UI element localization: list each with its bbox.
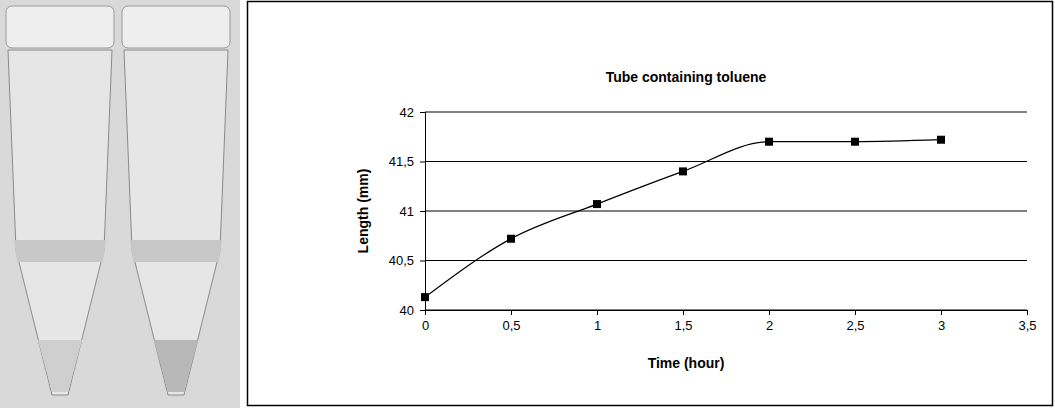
y-tick-label: 40,5: [389, 253, 414, 268]
tube-cap: [6, 6, 114, 48]
x-tick: 2,5: [846, 310, 864, 333]
x-tick-label: 2: [766, 318, 773, 333]
y-axis-line: [420, 113, 426, 311]
y-tick-mark: [420, 112, 425, 113]
liquid-layer: [130, 240, 222, 262]
y-tick-mark: [420, 211, 425, 212]
x-tick: 0: [422, 310, 429, 333]
data-line: [425, 140, 941, 297]
y-axis-title: Length (mm): [355, 169, 371, 254]
tube-body: [124, 50, 228, 395]
x-tick: 1: [594, 310, 601, 333]
tube: [6, 6, 114, 395]
y-tick-label: 42: [400, 105, 414, 120]
data-point: [765, 138, 773, 146]
y-tick: 40: [400, 303, 425, 318]
title: Tube containing toluene: [606, 69, 767, 85]
grid-line: [425, 112, 1027, 113]
y-tick: 42: [400, 105, 425, 120]
y-tick-label: 41,5: [389, 154, 414, 169]
data-point: [507, 235, 515, 243]
x-tick-label: 1,5: [674, 318, 692, 333]
x-tick-mark: [769, 310, 770, 315]
x-tick-mark: [511, 310, 512, 315]
data-point: [937, 136, 945, 144]
data-point: [679, 167, 687, 175]
x-tick: 3: [938, 310, 945, 333]
x-tick-label: 2,5: [846, 318, 864, 333]
x-tick-mark: [597, 310, 598, 315]
y-tick-label: 40: [400, 303, 414, 318]
tube-body: [8, 50, 112, 395]
grid-line: [425, 211, 1027, 212]
y-tick: 40,5: [389, 253, 425, 268]
grid: [425, 112, 1027, 310]
liquid-bottom: [38, 340, 82, 392]
y-tick: 41,5: [389, 154, 425, 169]
x-tick: 0,5: [502, 310, 520, 333]
x-tick-label: 0,5: [502, 318, 520, 333]
plot-area: [421, 136, 945, 301]
x-tick-mark: [941, 310, 942, 315]
y-tick-label: 41: [400, 204, 414, 219]
x-tick-label: 3: [938, 318, 945, 333]
x-tick-mark: [855, 310, 856, 315]
x-axis: 0 0,5 1 1,5 2 2,5 3 3,5: [422, 310, 1037, 333]
tube-cap: [122, 6, 230, 48]
x-tick-label: 3,5: [1018, 318, 1036, 333]
grid-line: [425, 260, 1027, 261]
photo-background: [0, 0, 240, 408]
x-tick: 1,5: [674, 310, 692, 333]
y-tick: 41: [400, 204, 425, 219]
data-point: [421, 293, 429, 301]
y-tick-mark: [420, 310, 425, 311]
x-tick: 2: [766, 310, 773, 333]
x-tick-mark: [1027, 310, 1028, 315]
y-axis: 40 40,5 41 41,5 42: [389, 105, 426, 318]
y-tick-mark: [420, 162, 425, 163]
data-point: [851, 138, 859, 146]
y-tick-mark: [420, 261, 425, 262]
x-tick: 3,5: [1018, 310, 1036, 333]
liquid-layer: [14, 240, 106, 262]
x-axis-title: Time (hour): [648, 355, 725, 371]
chart-frame: [248, 2, 1053, 406]
photo: [0, 0, 240, 408]
x-tick-mark: [683, 310, 684, 315]
x-tick-label: 1: [594, 318, 601, 333]
data-point: [593, 200, 601, 208]
tube: [122, 6, 230, 395]
x-tick-label: 0: [422, 318, 429, 333]
liquid-bottom: [154, 340, 198, 392]
x-axis-line: [426, 311, 1028, 316]
grid-line: [425, 161, 1027, 162]
